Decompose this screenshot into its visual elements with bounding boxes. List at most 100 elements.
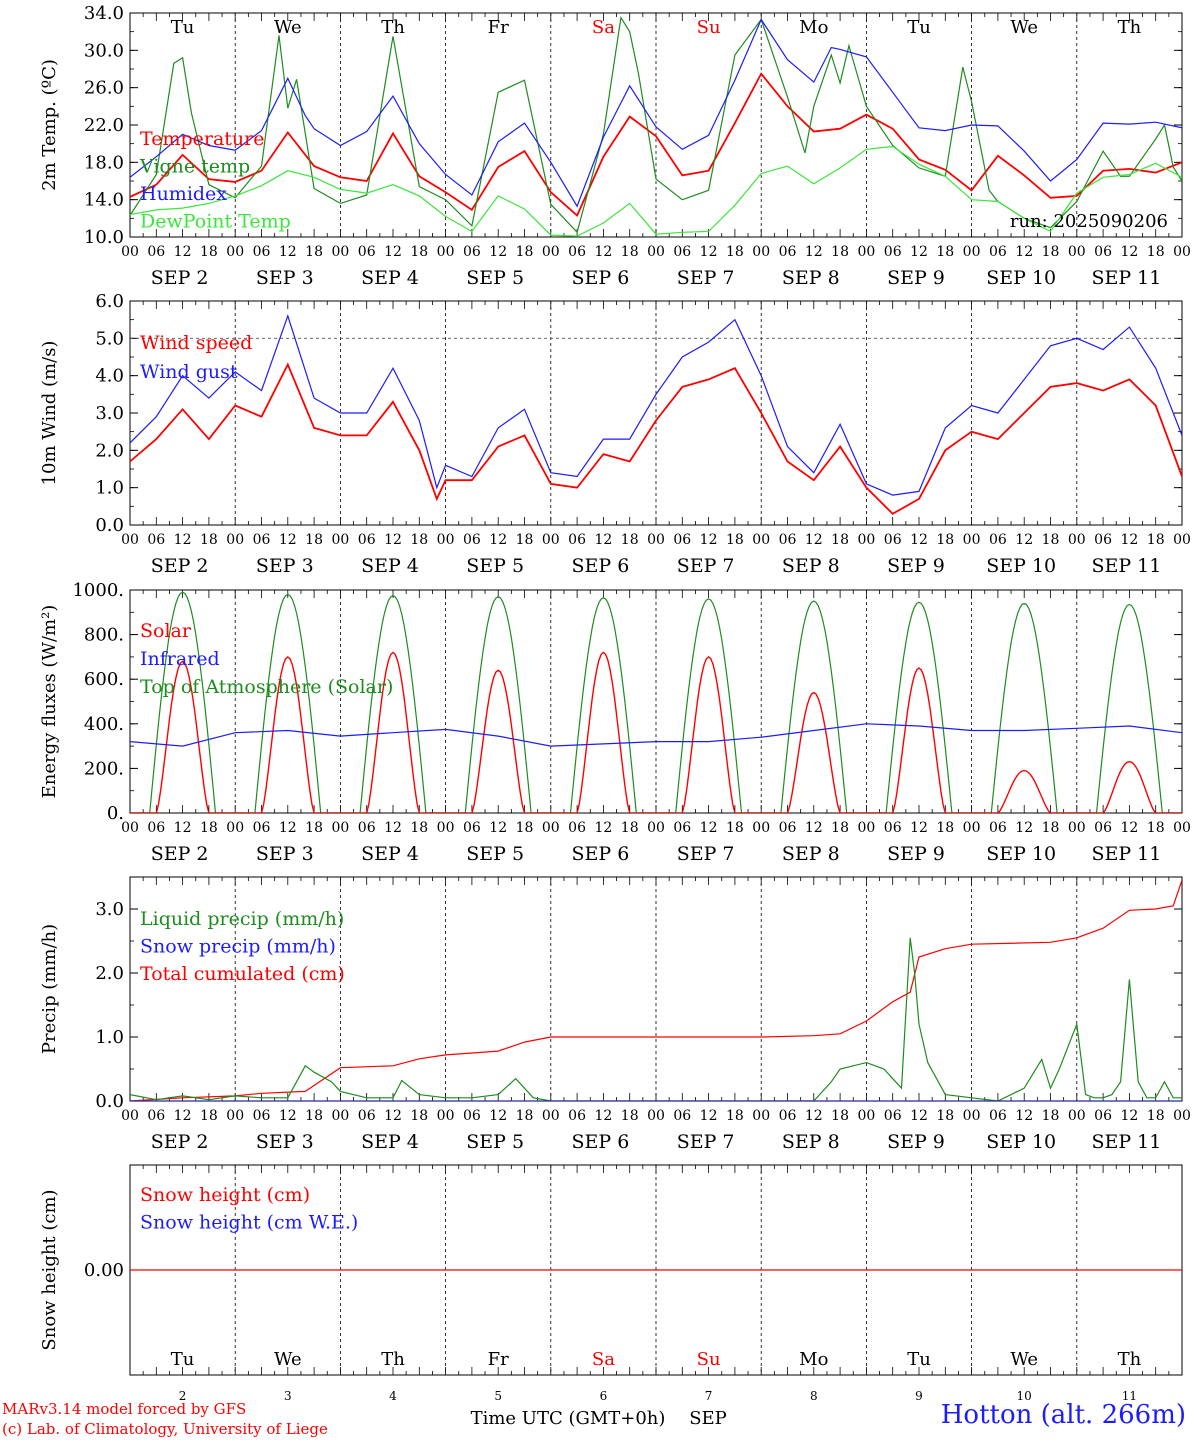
legend-entry: Infrared <box>140 648 220 670</box>
day-label: SEP 11 <box>1091 555 1161 577</box>
day-number-label: 8 <box>810 1389 818 1403</box>
hour-tick-label: 18 <box>621 532 639 548</box>
day-label: SEP 7 <box>677 1131 735 1153</box>
hour-tick-label: 12 <box>384 244 402 260</box>
hour-tick-label: 00 <box>647 532 665 548</box>
weekday-label: Su <box>697 1349 721 1370</box>
series-solar <box>130 651 1182 813</box>
day-label: SEP 6 <box>571 555 629 577</box>
chart-panel-3: 0. 200. 400. 600. 800. 1000. Energy fluxes (W/… <box>39 580 1191 865</box>
hour-tick-label: 06 <box>673 1108 691 1124</box>
y-tick-label: 600. <box>84 669 124 690</box>
y-tick-label: 22.0 <box>84 115 124 136</box>
hour-tick-label: 18 <box>410 532 428 548</box>
series-infrared <box>130 723 1182 747</box>
series-wind-gust <box>130 314 1182 496</box>
hour-tick-label: 12 <box>594 532 612 548</box>
hour-tick-label: 00 <box>437 820 455 836</box>
hour-tick-label: 06 <box>358 244 376 260</box>
legend-entry: Vigne temp <box>139 156 250 178</box>
hour-tick-label: 12 <box>1015 820 1033 836</box>
hour-tick-label: 00 <box>226 1108 244 1124</box>
weekday-label: Tu <box>171 17 195 38</box>
hour-tick-label: 00 <box>752 1108 770 1124</box>
hour-tick-label: 12 <box>910 244 928 260</box>
day-label: SEP 11 <box>1091 843 1161 865</box>
y-tick-label: 2.0 <box>95 963 124 984</box>
hour-tick-label: 00 <box>226 244 244 260</box>
day-label: SEP 8 <box>782 843 840 865</box>
hour-tick-label: 12 <box>910 820 928 836</box>
hour-tick-label: 00 <box>1068 244 1086 260</box>
hour-tick-label: 12 <box>1015 532 1033 548</box>
y-axis-label: Snow height (cm) <box>39 1189 60 1350</box>
hour-tick-label: 18 <box>831 1108 849 1124</box>
day-number-label: 9 <box>915 1389 923 1403</box>
y-tick-label: 0.0 <box>95 515 124 536</box>
hour-tick-label: 06 <box>673 820 691 836</box>
hour-tick-label: 06 <box>463 1108 481 1124</box>
run-label: run: 2025090206 <box>1010 211 1168 232</box>
y-axis-label: 2m Temp. (ºC) <box>39 59 60 191</box>
hour-tick-label: 00 <box>542 532 560 548</box>
day-label: SEP 10 <box>986 843 1056 865</box>
hour-tick-label: 12 <box>279 820 297 836</box>
y-tick-label: 30.0 <box>84 40 124 61</box>
weekday-label: We <box>1010 1349 1038 1370</box>
hour-tick-label: 00 <box>1068 532 1086 548</box>
hour-tick-label: 18 <box>200 532 218 548</box>
day-number-label: 2 <box>179 1389 187 1403</box>
hour-tick-label: 18 <box>831 820 849 836</box>
y-tick-label: 800. <box>84 625 124 646</box>
hour-tick-label: 18 <box>516 1108 534 1124</box>
hour-tick-label: 06 <box>463 532 481 548</box>
day-label: SEP 8 <box>782 267 840 289</box>
hour-tick-label: 00 <box>1173 244 1191 260</box>
day-label: SEP 6 <box>571 267 629 289</box>
weekday-label: Th <box>1118 17 1142 38</box>
day-label: SEP 4 <box>361 555 419 577</box>
day-label: SEP 3 <box>256 555 314 577</box>
day-label: SEP 4 <box>361 843 419 865</box>
hour-tick-label: 06 <box>989 820 1007 836</box>
hour-tick-label: 18 <box>410 820 428 836</box>
y-tick-label: 200. <box>84 758 124 779</box>
y-tick-label: 14.0 <box>84 190 124 211</box>
hour-tick-label: 06 <box>884 820 902 836</box>
hour-tick-label: 06 <box>989 244 1007 260</box>
hour-tick-label: 06 <box>568 532 586 548</box>
hour-tick-label: 06 <box>884 1108 902 1124</box>
day-label: SEP 10 <box>986 555 1056 577</box>
day-label: SEP 5 <box>466 555 524 577</box>
day-label: SEP 9 <box>887 843 945 865</box>
hour-tick-label: 00 <box>437 532 455 548</box>
day-label: SEP 6 <box>571 843 629 865</box>
day-label: SEP 6 <box>571 1131 629 1153</box>
legend-entry: DewPoint Temp <box>140 211 291 233</box>
hour-tick-label: 00 <box>752 532 770 548</box>
hour-tick-label: 06 <box>358 820 376 836</box>
hour-tick-label: 18 <box>410 1108 428 1124</box>
hour-tick-label: 06 <box>779 244 797 260</box>
hour-tick-label: 00 <box>963 532 981 548</box>
weekday-label: Fr <box>488 17 509 38</box>
hour-tick-label: 12 <box>594 1108 612 1124</box>
hour-tick-label: 06 <box>779 820 797 836</box>
day-label: SEP 4 <box>361 267 419 289</box>
hour-tick-label: 12 <box>279 1108 297 1124</box>
legend-entry: Total cumulated (cm) <box>140 963 345 985</box>
hour-tick-label: 00 <box>857 244 875 260</box>
hour-tick-label: 06 <box>568 1108 586 1124</box>
hour-tick-label: 18 <box>305 820 323 836</box>
day-label: SEP 2 <box>151 1131 209 1153</box>
y-tick-label: 26.0 <box>84 78 124 99</box>
hour-tick-label: 18 <box>516 244 534 260</box>
hour-tick-label: 00 <box>226 820 244 836</box>
hour-tick-label: 12 <box>805 244 823 260</box>
hour-tick-label: 18 <box>1042 1108 1060 1124</box>
legend-entry: Snow precip (mm/h) <box>140 936 336 958</box>
weekday-label: Sa <box>592 1349 615 1370</box>
hour-tick-label: 12 <box>594 244 612 260</box>
hour-tick-label: 12 <box>910 1108 928 1124</box>
